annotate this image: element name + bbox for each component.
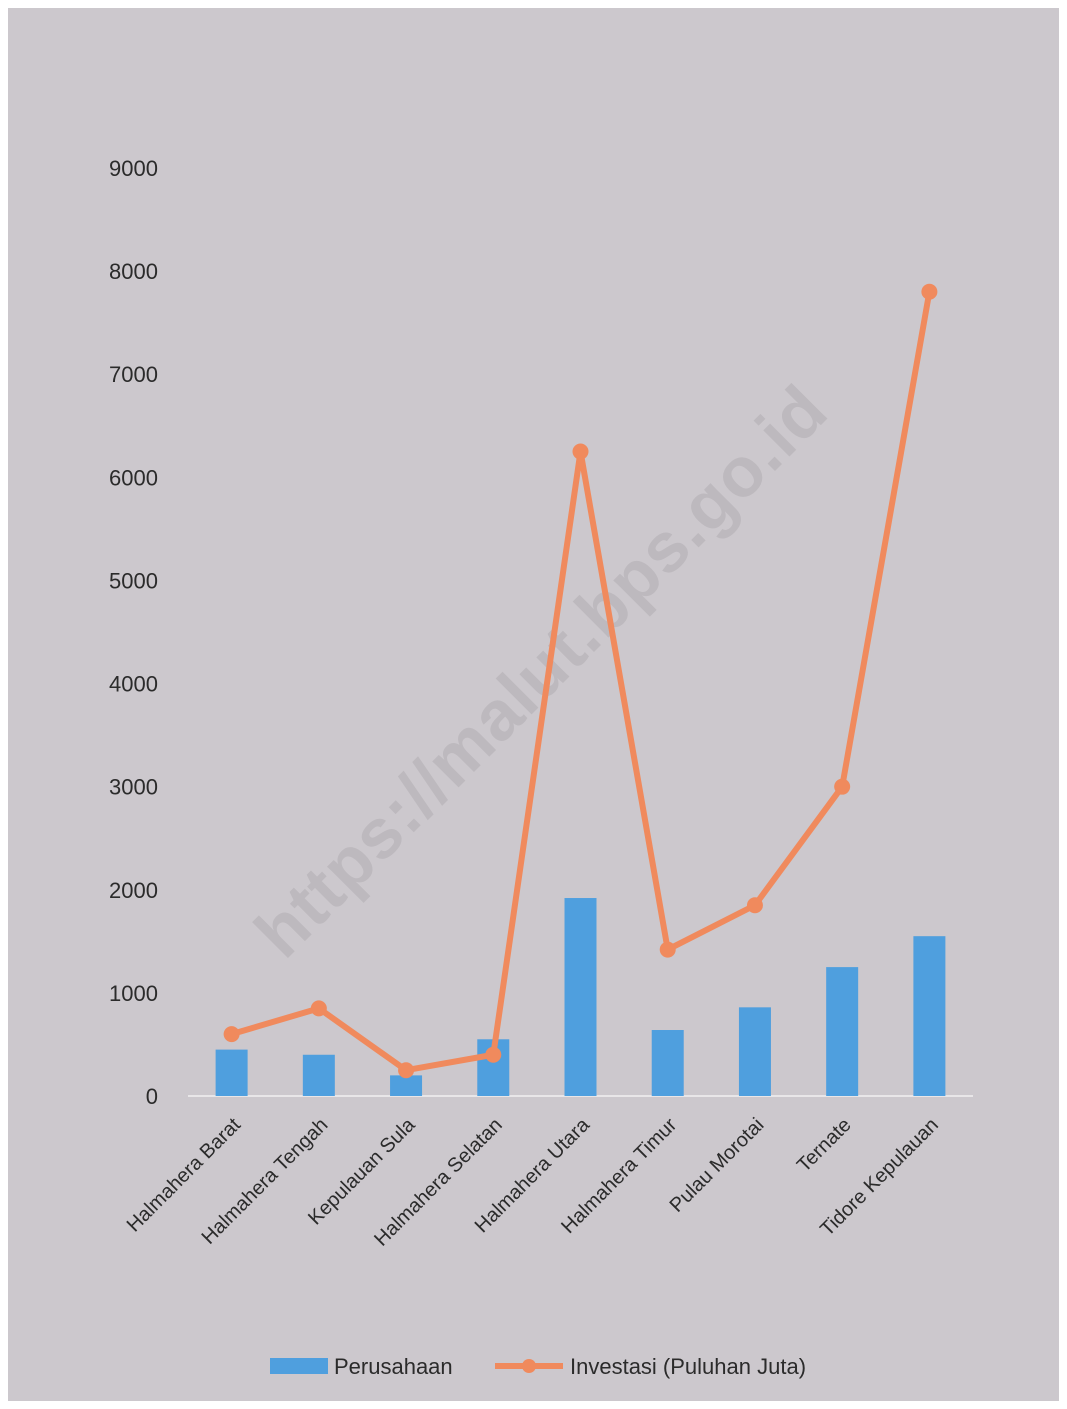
line-point <box>485 1046 502 1063</box>
y-tick-label: 5000 <box>109 568 158 593</box>
y-tick-label: 3000 <box>109 775 158 800</box>
legend-bar-swatch <box>270 1358 328 1374</box>
x-tick-label: Ternate <box>793 1114 856 1177</box>
line-point <box>834 778 851 795</box>
line-series-investasi <box>223 283 938 1079</box>
bar <box>215 1049 248 1096</box>
legend: Perusahaan Investasi (Puluhan Juta) <box>270 1354 806 1379</box>
bar <box>826 967 859 1096</box>
combo-chart: https://malut.bps.go.id 0 1000 2000 3000 400… <box>109 156 973 1379</box>
bar <box>564 898 597 1096</box>
line-point <box>746 897 763 914</box>
chart-area: https://malut.bps.go.id 0 1000 2000 3000 400… <box>8 8 1059 1401</box>
y-tick-label: 9000 <box>109 156 158 181</box>
line-point <box>223 1026 240 1043</box>
y-axis-ticks: 0 1000 2000 3000 4000 5000 6000 7000 8000 9000 <box>109 156 158 1109</box>
line-point <box>398 1062 415 1079</box>
y-tick-label: 6000 <box>109 465 158 490</box>
bar <box>651 1030 684 1096</box>
line-point <box>659 941 676 958</box>
line-point <box>921 283 938 300</box>
y-tick-label: 0 <box>146 1084 158 1109</box>
legend-line-marker <box>522 1359 536 1373</box>
line-point <box>572 443 589 460</box>
bar <box>913 936 946 1096</box>
bar <box>302 1054 335 1096</box>
y-tick-label: 7000 <box>109 362 158 387</box>
bar <box>390 1075 423 1096</box>
legend-label-perusahaan: Perusahaan <box>334 1354 453 1379</box>
y-tick-label: 2000 <box>109 878 158 903</box>
y-tick-label: 8000 <box>109 259 158 284</box>
y-tick-label: 1000 <box>109 981 158 1006</box>
y-tick-label: 4000 <box>109 672 158 697</box>
bar-series-perusahaan <box>215 898 946 1096</box>
legend-label-investasi: Investasi (Puluhan Juta) <box>570 1354 806 1379</box>
watermark-text: https://malut.bps.go.id <box>240 370 842 972</box>
line-point <box>310 1000 327 1017</box>
bar <box>738 1007 771 1096</box>
